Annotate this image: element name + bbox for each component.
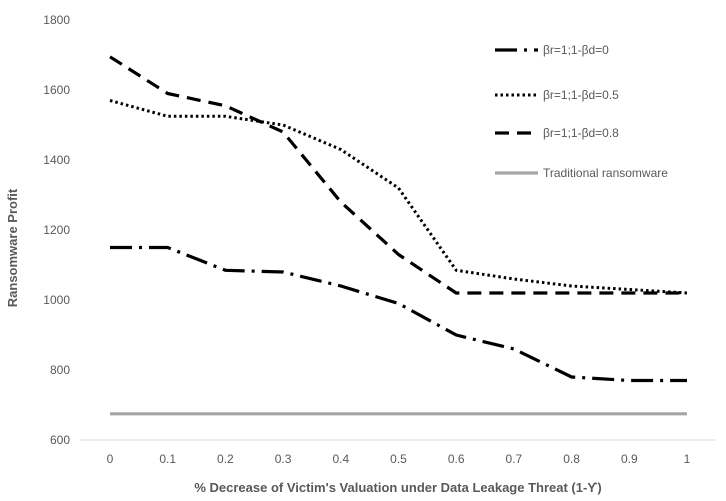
y-tick-label: 600: [50, 433, 70, 447]
x-tick-label: 0.6: [448, 452, 465, 466]
y-tick-label: 1200: [43, 223, 70, 237]
y-tick-label: 1600: [43, 83, 70, 97]
x-tick-label: 0.1: [159, 452, 176, 466]
series-line-3: [109, 55, 687, 295]
legend: βr=1;1-βd=0 βr=1;1-βd=0.5 βr=1;1-βd=0.8 Tra…: [495, 43, 668, 180]
legend-label-3: βr=1;1-βd=0.8: [543, 126, 619, 140]
x-tick-label: 0.7: [506, 452, 523, 466]
y-tick-label: 1400: [43, 153, 70, 167]
legend-label-1: βr=1;1-βd=0: [543, 43, 609, 57]
x-tick-label: 0: [107, 452, 114, 466]
x-tick-label: 1: [684, 452, 691, 466]
x-tick-label: 0.5: [390, 452, 407, 466]
x-tick-label: 0.9: [621, 452, 638, 466]
x-axis-ticks: 0 0.1 0.2 0.3 0.4 0.5 0.6 0.7 0.8 0.9 1: [107, 452, 691, 466]
series-line-1: [110, 245, 687, 383]
y-tick-label: 800: [50, 363, 70, 377]
x-tick-label: 0.3: [275, 452, 292, 466]
x-tick-label: 0.4: [332, 452, 349, 466]
x-tick-label: 0.8: [563, 452, 580, 466]
legend-label-2: βr=1;1-βd=0.5: [543, 88, 619, 102]
y-tick-label: 1800: [43, 13, 70, 27]
x-axis-title: % Decrease of Victim's Valuation under D…: [194, 480, 601, 495]
x-tick-label: 0.2: [217, 452, 234, 466]
legend-label-4: Traditional ransomware: [543, 166, 668, 180]
y-axis-ticks: 600 800 1000 1200 1400 1600 1800: [43, 13, 70, 447]
series-lines: [109, 55, 688, 416]
y-tick-label: 1000: [43, 293, 70, 307]
y-axis-title: Ransomware Profit: [5, 188, 20, 307]
